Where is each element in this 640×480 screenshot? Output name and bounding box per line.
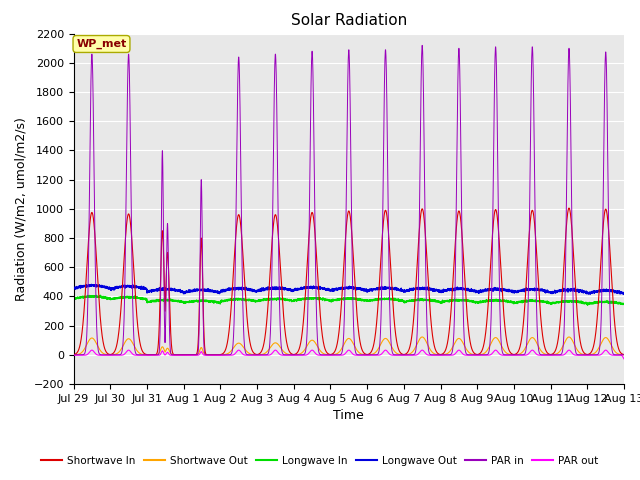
Title: Solar Radiation: Solar Radiation bbox=[291, 13, 407, 28]
Legend: Shortwave In, Shortwave Out, Longwave In, Longwave Out, PAR in, PAR out: Shortwave In, Shortwave Out, Longwave In… bbox=[37, 452, 603, 470]
Text: WP_met: WP_met bbox=[76, 39, 127, 49]
X-axis label: Time: Time bbox=[333, 409, 364, 422]
Y-axis label: Radiation (W/m2, umol/m2/s): Radiation (W/m2, umol/m2/s) bbox=[15, 117, 28, 301]
